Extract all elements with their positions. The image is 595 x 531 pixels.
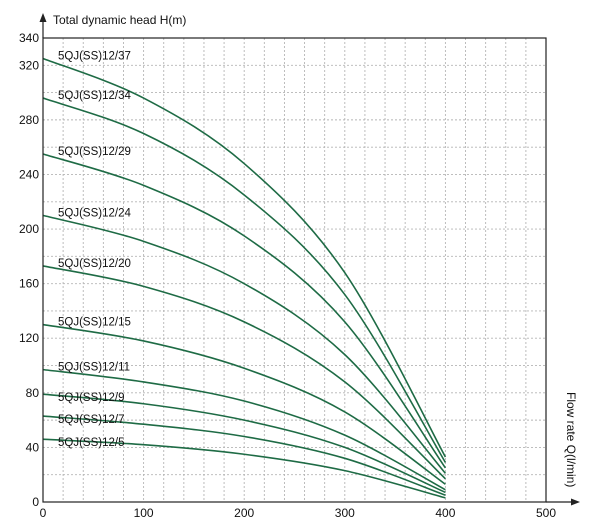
series-line — [42, 214, 447, 474]
series-label: 5QJ(SS)12/15 — [58, 317, 131, 329]
axes — [39, 13, 580, 506]
series-line — [42, 393, 446, 494]
y-tick-label: 340 — [19, 31, 39, 45]
x-tick-label: 200 — [234, 506, 254, 520]
y-tick-label: 0 — [32, 495, 39, 509]
y-tick-label: 160 — [19, 277, 39, 291]
x-tick-label: 300 — [335, 506, 355, 520]
series-label: 5QJ(SS)12/20 — [58, 258, 131, 270]
y-tick-label: 200 — [19, 222, 39, 236]
x-axis-label: Flow rate Q(l/min) — [564, 392, 578, 487]
x-axis-arrow — [571, 498, 580, 506]
series-line — [42, 97, 447, 463]
series-line — [42, 323, 446, 485]
x-tick-label: 100 — [134, 506, 154, 520]
x-tick-label: 400 — [435, 506, 455, 520]
x-tick-label: 0 — [40, 506, 47, 520]
series-label: 5QJ(SS)12/37 — [58, 50, 131, 62]
series-label: 5QJ(SS)12/29 — [58, 146, 131, 158]
plot-frame — [42, 37, 547, 503]
y-tick-label: 240 — [19, 167, 39, 181]
series-line — [42, 153, 447, 469]
series-label: 5QJ(SS)12/5 — [58, 437, 124, 449]
series-label: 5QJ(SS)12/34 — [58, 90, 131, 102]
y-tick-label: 280 — [19, 113, 39, 127]
grid — [43, 38, 546, 502]
series-label: 5QJ(SS)12/9 — [58, 392, 124, 404]
series-label: 5QJ(SS)12/24 — [58, 207, 131, 219]
series-line — [42, 57, 447, 458]
series-labels: 5QJ(SS)12/37 5QJ(SS)12/34 5QJ(SS)12/29 5QJ(… — [58, 50, 131, 449]
y-axis-label: Total dynamic head H(m) — [53, 13, 186, 27]
y-tick-label: 120 — [19, 331, 39, 345]
y-axis-arrow — [39, 13, 47, 22]
series-line — [42, 265, 446, 480]
x-tick-label: 500 — [536, 506, 556, 520]
y-tick-label: 80 — [26, 386, 40, 400]
series-lines — [42, 57, 447, 499]
series-label: 5QJ(SS)12/11 — [58, 362, 130, 374]
y-tick-label: 40 — [26, 440, 40, 454]
series-label: 5QJ(SS)12/7 — [58, 414, 124, 426]
series-line — [42, 415, 446, 496]
tick-labels: 0 100 200 300 400 500 0 40 80 120 160 200 240 280 320 3… — [19, 31, 556, 520]
series-line — [42, 368, 446, 491]
y-tick-label: 320 — [19, 58, 39, 72]
series-line — [42, 438, 446, 499]
